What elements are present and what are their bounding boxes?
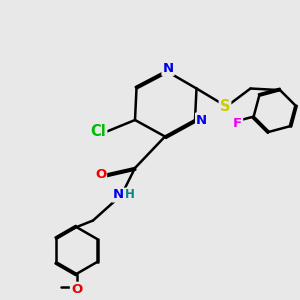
Text: N: N	[162, 62, 174, 75]
Text: F: F	[233, 117, 242, 130]
Text: Cl: Cl	[91, 124, 106, 140]
Text: N: N	[196, 113, 207, 127]
Text: O: O	[95, 167, 106, 181]
Text: N: N	[112, 188, 124, 202]
Text: S: S	[220, 99, 230, 114]
Text: O: O	[71, 283, 82, 296]
Text: H: H	[125, 188, 135, 202]
